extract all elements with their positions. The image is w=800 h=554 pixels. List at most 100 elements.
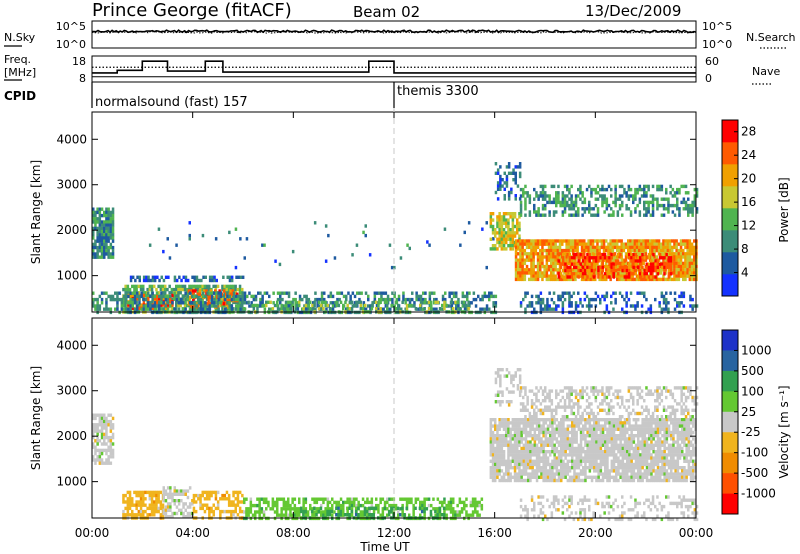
heatmap-cell [518,162,522,166]
heatmap-cell [370,303,374,308]
heatmap-cell [377,510,380,514]
heatmap-cell [302,509,305,514]
heatmap-cell [619,434,622,438]
heatmap-cell [516,421,519,425]
heatmap-cell [375,291,379,295]
heatmap-cell [172,297,176,301]
heatmap-cell [182,294,185,299]
heatmap-cell [641,427,644,431]
heatmap-cell [558,239,562,243]
heatmap-cell [562,259,565,263]
heatmap-cell [601,194,604,198]
heatmap-cell [632,256,635,260]
heatmap-cell [131,293,135,298]
heatmap-cell [313,510,316,514]
heatmap-cell [684,255,687,259]
heatmap-cell [92,442,95,446]
heatmap-cell [98,448,102,453]
heatmap-cell [562,418,565,422]
heatmap-cell [681,434,684,438]
heatmap-cell [693,252,696,256]
heatmap-cell [160,301,163,305]
heatmap-cell [397,294,401,299]
heatmap-cell [207,295,210,300]
heatmap-cell [672,430,675,435]
heatmap-cell [682,242,685,246]
heatmap-cell [423,513,426,517]
heatmap-cell [254,513,257,517]
heatmap-cell [644,242,648,246]
heatmap-cell [557,430,561,435]
heatmap-cell [94,423,97,427]
heatmap-cell [658,184,661,189]
heatmap-cell [643,294,646,299]
heatmap-cell [581,213,584,217]
heatmap-cell [111,416,115,421]
heatmap-cell [346,500,349,505]
heatmap-cell [100,426,104,430]
heatmap-cell [553,418,556,422]
heatmap-cell [557,272,561,276]
heatmap-cell [523,242,527,246]
heatmap-cell [566,434,570,438]
heatmap-cell [596,191,600,195]
heatmap-cell [557,427,561,431]
heatmap-cell [151,297,154,302]
heatmap-cell [421,503,424,508]
heatmap-cell [519,277,522,282]
heatmap-cell [331,503,334,508]
heatmap-cell [184,489,187,493]
heatmap-cell [520,434,523,438]
heatmap-cell [596,294,600,299]
heatmap-cell [619,430,622,435]
heatmap-cell [161,503,165,507]
heatmap-cell [250,294,253,299]
heatmap-cell [566,427,570,431]
heatmap-cell [678,187,681,192]
heatmap-cell [351,291,355,295]
heatmap-cell [579,252,583,257]
heatmap-cell [496,224,499,229]
heatmap-cell [476,503,479,508]
heatmap-cell [593,424,596,428]
heatmap-cell [557,200,560,205]
heatmap-cell [166,297,169,301]
heatmap-cell [186,297,190,302]
heatmap-cell [636,304,639,308]
heatmap-cell [342,500,345,505]
heatmap-cell [653,239,656,243]
heatmap-cell [485,304,489,308]
heatmap-cell [481,297,484,302]
heatmap-cell [567,245,571,250]
heatmap-cell [361,307,365,311]
heatmap-cell [502,424,506,428]
heatmap-cell [496,168,500,172]
heatmap-cell [661,434,664,438]
heatmap-cell [96,226,99,231]
heatmap-cell [232,509,235,514]
heatmap-cell [557,197,560,201]
heatmap-cell [606,256,609,260]
heatmap-cell [652,268,655,273]
heatmap-cell [554,248,557,253]
heatmap-cell [96,432,99,437]
heatmap-cell [567,239,571,243]
heatmap-cell [135,500,138,504]
heatmap-cell [537,213,540,217]
heatmap-cell [547,268,551,272]
heatmap-cell [649,245,652,250]
heatmap-cell [167,275,170,279]
heatmap-cell [585,277,588,282]
heatmap-cell [539,307,543,311]
heatmap-cell [357,300,360,304]
heatmap-cell [682,252,685,256]
heatmap-cell [643,207,646,211]
heatmap-cell [203,289,206,293]
heatmap-cell [398,513,402,517]
sky-label: N.Sky [4,31,36,44]
heatmap-cell [474,507,477,511]
heatmap-cell [539,242,542,246]
heatmap-cell [625,275,629,279]
heatmap-cell [534,277,538,282]
heatmap-cell [109,226,113,231]
